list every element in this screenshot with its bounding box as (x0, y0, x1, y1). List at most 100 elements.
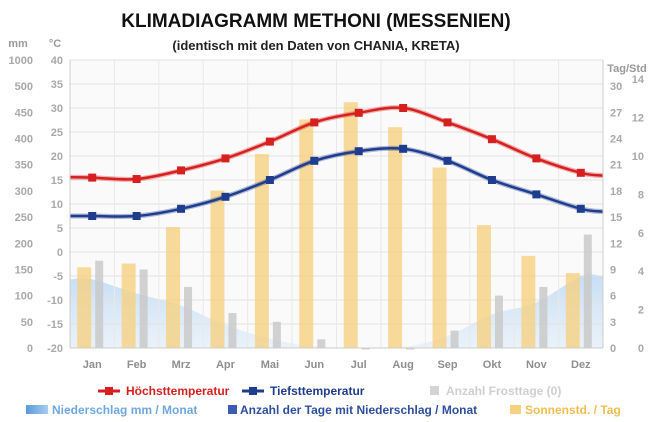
precip-axis-unit: mm (8, 38, 28, 50)
max-temp-marker (532, 154, 541, 163)
min-temp-marker (221, 192, 230, 201)
max-temp-marker (399, 104, 408, 112)
max-temp-marker (310, 118, 319, 127)
sunshine-legend-label: Sonnenstd. / Tag (525, 403, 621, 417)
sunshine-legend-swatch (510, 405, 521, 414)
sun-tick-label: 8 (638, 189, 644, 201)
precip-tick-label: 1000 (9, 55, 33, 67)
rain-days-bar (139, 269, 148, 348)
precip-tick-label: 50 (21, 317, 33, 329)
sunshine-bar (565, 273, 580, 348)
min-temp-marker (265, 176, 274, 184)
rain-days-bar (228, 313, 237, 348)
plot-area: 0501001502002503003504004505001000-20-15… (9, 55, 645, 371)
sunshine-bar (121, 263, 136, 348)
temp-tick-label: 0 (57, 247, 63, 259)
min-temp-marker (310, 156, 319, 165)
min-temp-marker (532, 190, 541, 199)
days-tick-label: 27 (610, 107, 622, 119)
sunshine-bar (77, 267, 92, 348)
temp-tick-label: 15 (51, 175, 63, 187)
month-label: Okt (483, 359, 502, 371)
precip-tick-label: 100 (15, 291, 33, 303)
min-temp-marker (487, 176, 496, 184)
rain-days-bar (272, 321, 281, 348)
rain-days-legend-swatch (228, 405, 237, 414)
sun-tick-label: 0 (638, 343, 644, 355)
frost-days-legend-label: Anzahl Frosttage (0) (446, 384, 561, 398)
rain-days-bar (95, 260, 104, 348)
days-tick-label: 12 (610, 238, 622, 250)
max-temp-marker (221, 154, 230, 163)
temp-tick-label: 20 (51, 151, 63, 163)
min-temp-marker (399, 144, 408, 153)
month-label: Mrz (172, 359, 191, 371)
month-label: Feb (127, 359, 147, 371)
days-tick-label: 0 (610, 343, 616, 355)
days-axis-unit: Tag/Std (607, 63, 647, 75)
month-label: Jun (305, 359, 325, 371)
month-label: Apr (216, 359, 236, 371)
min-temp-marker (88, 212, 97, 220)
month-label: Dez (571, 359, 591, 371)
sunshine-bar (254, 154, 269, 348)
month-label: Sep (437, 359, 457, 371)
max-temp-marker (132, 175, 141, 184)
max-temp-legend-label: Höchsttemperatur (126, 384, 230, 398)
rain-days-bar (406, 348, 415, 350)
month-label: Aug (392, 359, 413, 371)
legend: Höchsttemperatur Tiefsttemperatur Anzahl F… (26, 384, 621, 417)
temp-tick-label: 40 (51, 55, 63, 67)
min-temp-legend-label: Tiefsttemperatur (270, 384, 365, 398)
rain-days-bar (583, 234, 592, 348)
max-temp-legend-marker (105, 387, 113, 395)
max-temp-marker (487, 135, 496, 144)
temp-axis-unit: °C (49, 38, 61, 50)
month-label: Jul (351, 359, 367, 371)
chart-subtitle: (identisch mit den Daten von CHANIA, KRE… (172, 38, 459, 53)
rain-days-bar (184, 286, 193, 348)
min-temp-marker (132, 212, 141, 220)
min-temp-legend-marker (249, 387, 257, 395)
frost-days-legend-swatch (430, 386, 439, 395)
precip-tick-label: 300 (15, 186, 33, 198)
max-temp-marker (443, 118, 452, 127)
days-tick-label: 6 (610, 291, 616, 303)
sunshine-bar (476, 225, 491, 348)
max-temp-marker (265, 137, 274, 146)
rain-days-bar (539, 286, 548, 348)
precip-tick-label: 350 (15, 160, 33, 172)
chart-title: KLIMADIAGRAMM METHONI (MESSENIEN) (121, 11, 510, 32)
sun-tick-label: 2 (638, 305, 644, 317)
max-temp-marker (576, 168, 585, 177)
rain-days-legend-label: Anzahl der Tage mit Niederschlag / Monat (240, 403, 477, 417)
precip-tick-label: 150 (15, 264, 33, 276)
max-temp-marker (354, 108, 363, 117)
precipitation-legend-label: Niederschlag mm / Monat (52, 403, 197, 417)
days-tick-label: 30 (610, 81, 622, 93)
sunshine-bar (388, 127, 403, 348)
sunshine-bar (432, 167, 447, 348)
temp-tick-label: 30 (51, 103, 63, 115)
precip-tick-label: 500 (15, 81, 33, 93)
max-temp-marker (88, 173, 97, 182)
temp-tick-label: -15 (47, 319, 63, 331)
sun-tick-label: 4 (638, 266, 645, 278)
precip-tick-label: 0 (27, 343, 33, 355)
min-temp-marker (443, 156, 452, 165)
temp-tick-label: -5 (53, 271, 63, 283)
temp-tick-label: 35 (51, 79, 63, 91)
precip-tick-label: 200 (15, 238, 33, 250)
days-tick-label: 24 (610, 134, 623, 146)
days-tick-label: 18 (610, 186, 622, 198)
precipitation-legend-swatch (26, 405, 48, 414)
temp-tick-label: 5 (57, 223, 63, 235)
sunshine-bar (343, 102, 358, 349)
rain-days-bar (494, 295, 503, 348)
min-temp-marker (576, 204, 585, 213)
precip-tick-label: 400 (15, 134, 33, 146)
sun-tick-label: 10 (632, 151, 644, 163)
rain-days-bar (317, 339, 326, 348)
rain-days-bar (450, 330, 459, 348)
rain-days-bar (361, 348, 370, 350)
